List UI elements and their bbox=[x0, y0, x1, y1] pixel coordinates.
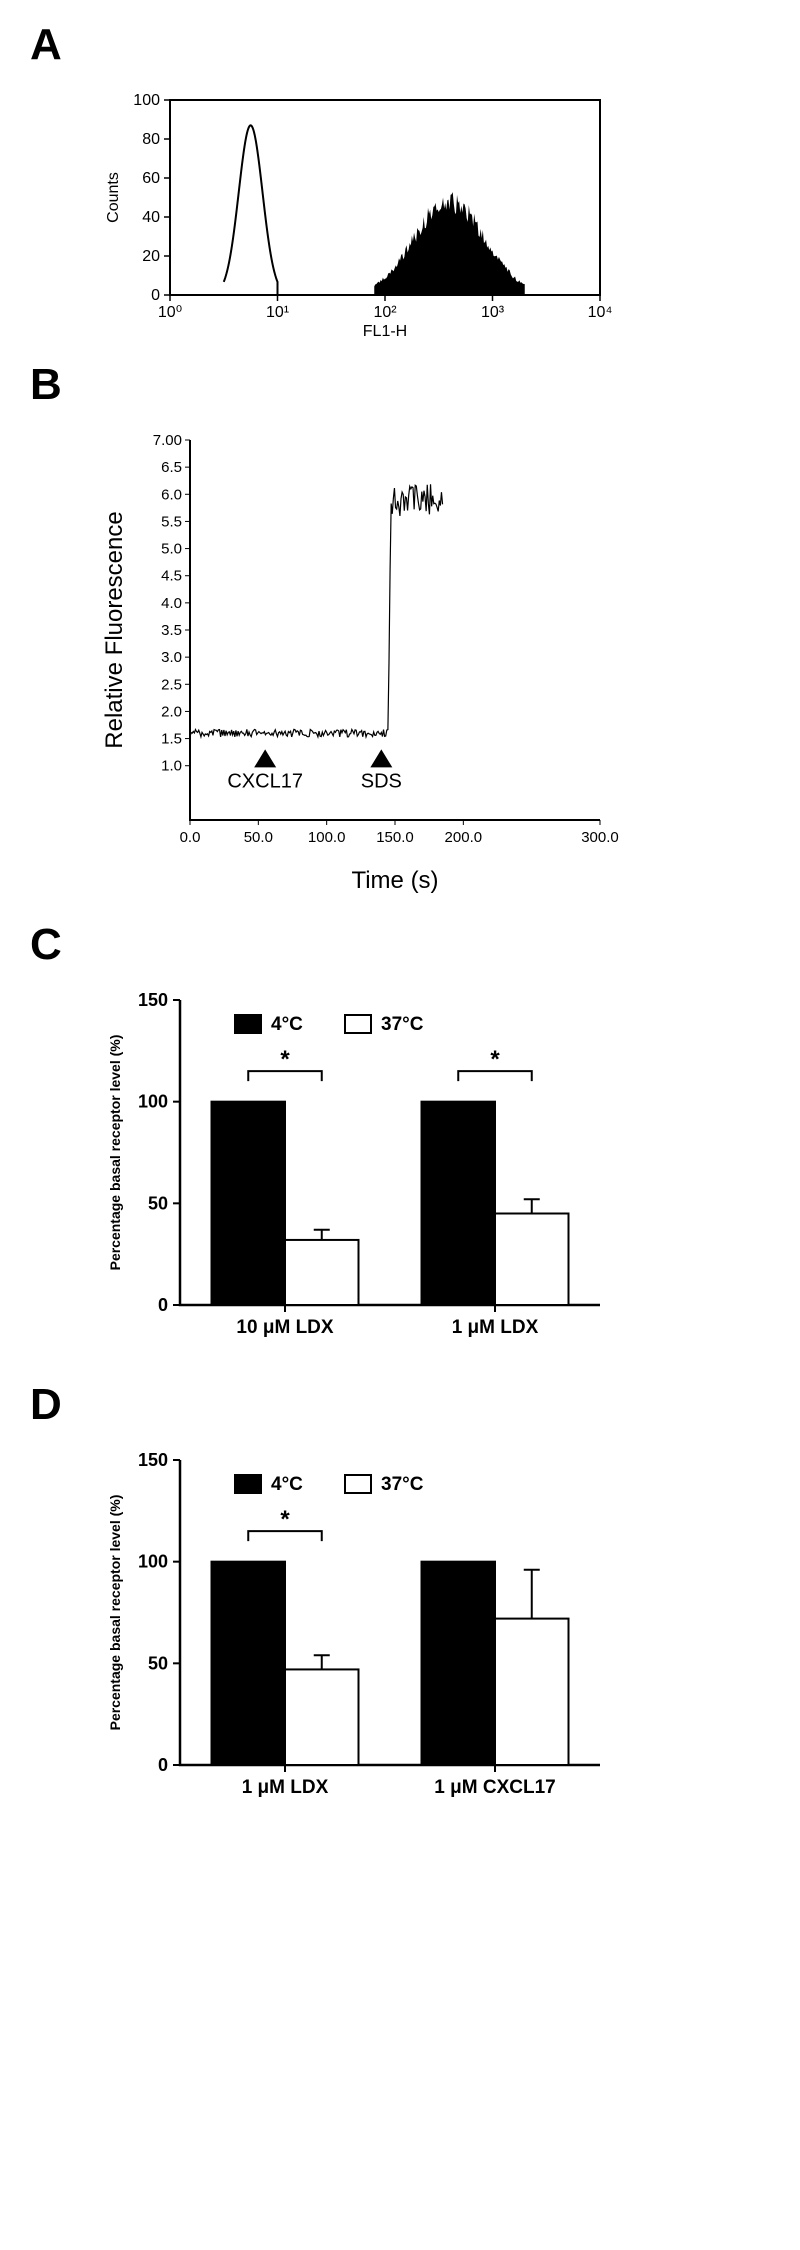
svg-text:1 μM CXCL17: 1 μM CXCL17 bbox=[434, 1777, 555, 1798]
panel-c-label: C bbox=[30, 920, 800, 970]
svg-text:10⁰: 10⁰ bbox=[158, 304, 182, 321]
svg-text:50: 50 bbox=[148, 1193, 168, 1213]
panel-a-chart: 0 20 40 60 80 100 10⁰ 10¹ 10² 10³ 10⁴ FL1-H Counts bbox=[100, 80, 800, 340]
svg-text:300.0: 300.0 bbox=[581, 829, 619, 846]
svg-text:3.5: 3.5 bbox=[161, 622, 182, 639]
svg-text:4.5: 4.5 bbox=[161, 568, 182, 585]
svg-text:Percentage basal receptor leve: Percentage basal receptor level (%) bbox=[107, 1035, 123, 1271]
svg-text:80: 80 bbox=[142, 131, 160, 148]
svg-text:10 μM LDX: 10 μM LDX bbox=[236, 1317, 333, 1338]
svg-text:1.5: 1.5 bbox=[161, 731, 182, 748]
svg-text:0: 0 bbox=[158, 1295, 168, 1315]
svg-text:1.0: 1.0 bbox=[161, 758, 182, 775]
svg-text:0: 0 bbox=[158, 1755, 168, 1775]
svg-text:4°C: 4°C bbox=[271, 1014, 303, 1035]
svg-text:5.0: 5.0 bbox=[161, 541, 182, 558]
panel-c-chart: 0 50 100 150 Percentage basal receptor level… bbox=[100, 980, 800, 1360]
svg-text:100.0: 100.0 bbox=[308, 829, 346, 846]
svg-text:6.5: 6.5 bbox=[161, 459, 182, 476]
svg-text:40: 40 bbox=[142, 209, 160, 226]
svg-text:Counts: Counts bbox=[105, 172, 122, 223]
panel-d-chart: 0 50 100 150 Percentage basal receptor level… bbox=[100, 1440, 800, 1820]
svg-text:100: 100 bbox=[138, 1092, 168, 1112]
svg-text:0.0: 0.0 bbox=[180, 829, 201, 846]
svg-text:60: 60 bbox=[142, 170, 160, 187]
svg-text:10⁴: 10⁴ bbox=[588, 304, 613, 321]
svg-text:7.00: 7.00 bbox=[153, 432, 182, 449]
svg-text:1 μM LDX: 1 μM LDX bbox=[452, 1317, 539, 1338]
svg-text:5.5: 5.5 bbox=[161, 513, 182, 530]
svg-text:SDS: SDS bbox=[361, 770, 402, 792]
svg-text:50: 50 bbox=[148, 1653, 168, 1673]
svg-text:3.0: 3.0 bbox=[161, 649, 182, 666]
svg-text:150: 150 bbox=[138, 990, 168, 1010]
svg-text:6.0: 6.0 bbox=[161, 486, 182, 503]
panel-b-label: B bbox=[30, 360, 800, 410]
svg-text:100: 100 bbox=[133, 92, 160, 109]
svg-text:FL1-H: FL1-H bbox=[363, 323, 407, 340]
svg-text:37°C: 37°C bbox=[381, 1014, 424, 1035]
svg-text:1 μM LDX: 1 μM LDX bbox=[242, 1777, 329, 1798]
svg-text:100: 100 bbox=[138, 1552, 168, 1572]
svg-text:10³: 10³ bbox=[481, 304, 505, 321]
svg-text:Time (s): Time (s) bbox=[351, 867, 438, 894]
svg-text:37°C: 37°C bbox=[381, 1474, 424, 1495]
svg-text:4°C: 4°C bbox=[271, 1474, 303, 1495]
svg-text:4.0: 4.0 bbox=[161, 595, 182, 612]
svg-text:2.5: 2.5 bbox=[161, 676, 182, 693]
svg-text:10²: 10² bbox=[373, 304, 397, 321]
svg-text:200.0: 200.0 bbox=[445, 829, 483, 846]
svg-text:*: * bbox=[280, 1046, 290, 1073]
panel-a-label: A bbox=[30, 20, 800, 70]
svg-text:50.0: 50.0 bbox=[244, 829, 273, 846]
svg-text:150: 150 bbox=[138, 1450, 168, 1470]
svg-text:CXCL17: CXCL17 bbox=[227, 770, 303, 792]
panel-b-chart: 1.0 1.5 2.0 2.5 3.0 3.5 4.0 4.5 5.0 5.5 6.0 6.5 7.00… bbox=[100, 420, 800, 900]
svg-text:*: * bbox=[490, 1046, 500, 1073]
svg-text:10¹: 10¹ bbox=[266, 304, 289, 321]
svg-text:150.0: 150.0 bbox=[376, 829, 414, 846]
svg-text:0: 0 bbox=[151, 287, 160, 304]
panel-d-label: D bbox=[30, 1380, 800, 1430]
svg-text:Relative Fluorescence: Relative Fluorescence bbox=[101, 511, 128, 748]
svg-text:Percentage basal receptor leve: Percentage basal receptor level (%) bbox=[107, 1495, 123, 1731]
svg-text:2.0: 2.0 bbox=[161, 703, 182, 720]
svg-text:20: 20 bbox=[142, 248, 160, 265]
svg-text:*: * bbox=[280, 1506, 290, 1533]
